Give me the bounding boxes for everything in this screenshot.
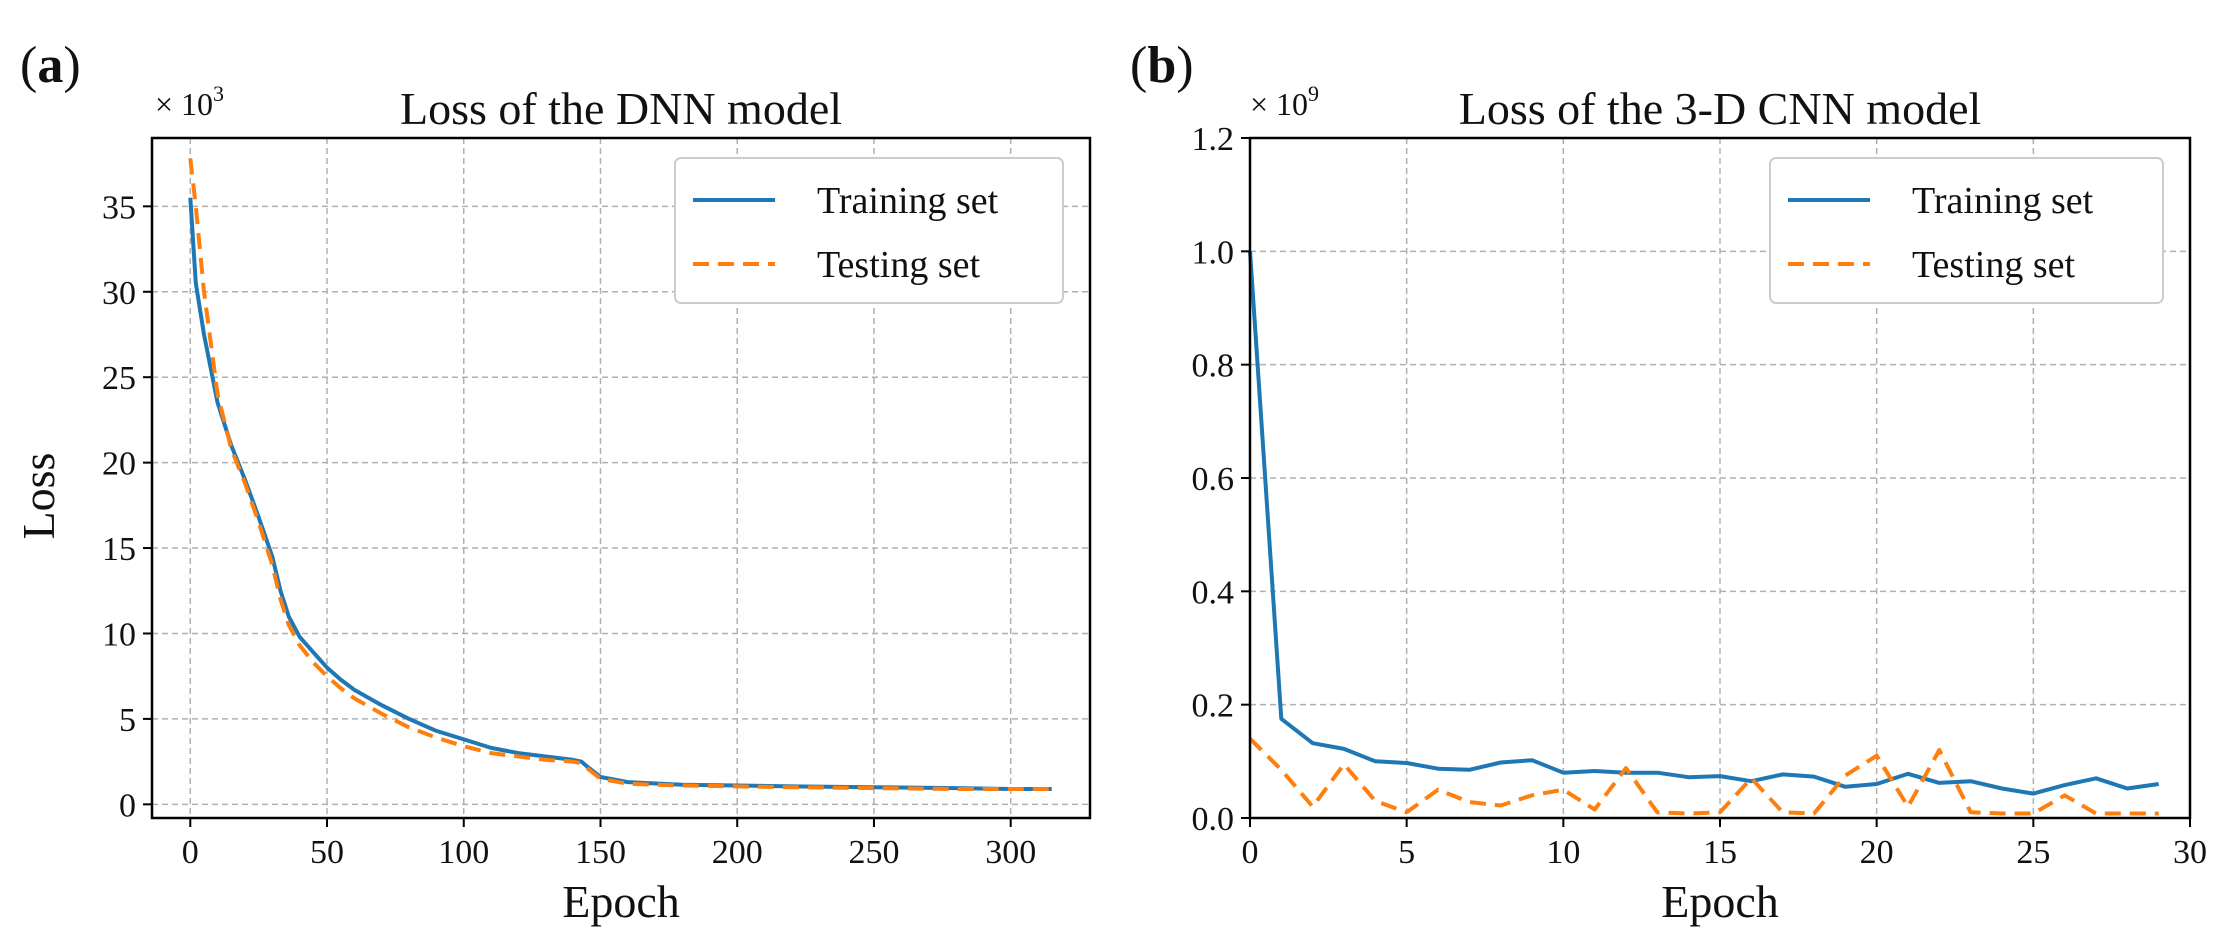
testing-legend-label: Testing set (817, 244, 980, 286)
x-tick-label: 250 (848, 834, 899, 871)
x-tick-label: 30 (2173, 834, 2207, 871)
y-tick-label: 0.8 (1192, 348, 1235, 385)
y-axis-label: Loss (13, 453, 64, 540)
x-tick-label: 0 (1242, 834, 1259, 871)
x-tick-label: 15 (1703, 834, 1737, 871)
x-tick-label: 0 (182, 834, 199, 871)
chart-title: Loss of the DNN model (400, 83, 842, 134)
y-tick-label: 10 (102, 616, 136, 653)
testing-legend-label: Testing set (1912, 244, 2075, 286)
y-tick-label: 15 (102, 531, 136, 568)
panel-label: (b) (1130, 37, 1194, 94)
training-legend-label: Training set (1912, 180, 2094, 222)
legend: Training set Testing set (1769, 157, 2164, 304)
chart-title: Loss of the 3-D CNN model (1459, 83, 1982, 134)
testing-series-line (188, 158, 1052, 791)
y-tick-label: 5 (119, 702, 136, 739)
y-tick-label: 20 (102, 446, 136, 483)
x-tick-label: 25 (2016, 834, 2050, 871)
y-tick-label: 30 (102, 275, 136, 312)
x-tick-label: 150 (575, 834, 626, 871)
x-tick-label: 10 (1546, 834, 1580, 871)
y-tick-label: 1.0 (1192, 234, 1235, 271)
panel-label: (a) (20, 37, 81, 94)
x-axis-label: Epoch (1661, 876, 1779, 927)
y-tick-label: 1.2 (1192, 121, 1235, 158)
legend: Training set Testing set (674, 157, 1064, 304)
training-series-line (1248, 251, 2159, 796)
x-tick-label: 20 (1860, 834, 1894, 871)
x-tick-label: 100 (438, 834, 489, 871)
testing-series-line (1248, 737, 2159, 816)
y-tick-label: 0.0 (1192, 801, 1235, 838)
chart-panel-b: 0 5 10 15 20 25 30 0.0 0.2 0.4 0.6 0.8 1.0 1.2 (b) × 10… (1130, 37, 2207, 927)
legend-box (1769, 157, 2164, 304)
legend-box (674, 157, 1064, 304)
y-tick-label: 0 (119, 787, 136, 824)
y-tick-label: 25 (102, 360, 136, 397)
y-tick-label: 0.6 (1192, 461, 1235, 498)
x-tick-label: 5 (1398, 834, 1415, 871)
training-legend-label: Training set (817, 180, 999, 222)
y-tick-label: 35 (102, 189, 136, 226)
axis-multiplier: × 103 (155, 81, 224, 122)
x-tick-label: 300 (985, 834, 1036, 871)
x-tick-label: 50 (310, 834, 344, 871)
x-tick-label: 200 (712, 834, 763, 871)
y-tick-label: 0.2 (1192, 688, 1235, 725)
y-tick-label: 0.4 (1192, 574, 1235, 611)
chart-panel-a: 0 50 100 150 200 250 300 0 5 10 15 20 25 30 35 (a) × 103… (13, 37, 1092, 927)
axis-multiplier: × 109 (1250, 81, 1319, 122)
x-axis-label: Epoch (562, 876, 680, 927)
plot-frame (150, 136, 1092, 820)
